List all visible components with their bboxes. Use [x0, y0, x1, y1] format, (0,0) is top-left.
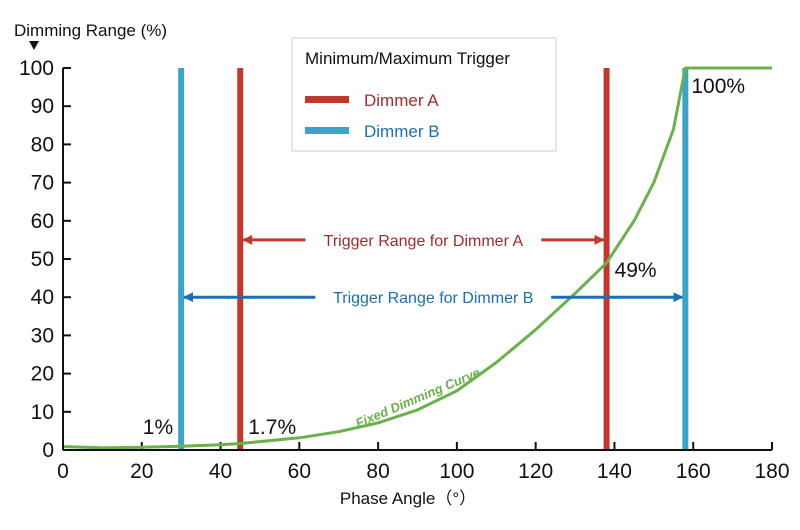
x-tick-label: 180 [754, 460, 789, 483]
trigger-value-label: 1% [143, 416, 173, 439]
legend-label-dimmer-b: Dimmer B [364, 122, 440, 141]
x-tick-label: 100 [439, 460, 474, 483]
trigger-value-label: 1.7% [248, 416, 296, 439]
legend-swatch-dimmer-a [305, 96, 349, 103]
range-label: Trigger Range for Dimmer B [333, 290, 533, 307]
y-tick-label: 90 [31, 95, 54, 118]
range-label: Trigger Range for Dimmer A [324, 233, 524, 250]
y-tick-label: 50 [31, 248, 54, 271]
y-tick-label: 100 [19, 57, 54, 80]
x-tick-label: 140 [597, 460, 632, 483]
legend-swatch-dimmer-b [305, 127, 349, 134]
y-tick-label: 20 [31, 363, 54, 386]
trigger-value-label: 49% [615, 259, 657, 282]
legend: Minimum/Maximum Trigger Dimmer A Dimmer … [291, 37, 557, 152]
x-tick-label: 60 [288, 460, 311, 483]
y-tick-label: 0 [42, 439, 54, 462]
x-axis-title: Phase Angle（°） [340, 489, 476, 508]
legend-title: Minimum/Maximum Trigger [305, 49, 510, 68]
x-tick-label: 0 [57, 460, 69, 483]
x-tick-label: 40 [209, 460, 232, 483]
x-tick-label: 80 [366, 460, 389, 483]
y-axis-down-triangle-icon [29, 41, 39, 50]
y-tick-label: 40 [31, 286, 54, 309]
y-tick-label: 60 [31, 210, 54, 233]
curve-label: Fixed Dimming Curve [353, 365, 482, 431]
legend-label-dimmer-a: Dimmer A [364, 91, 439, 110]
y-axis-title: Dimming Range (%) [14, 21, 167, 40]
fixed-dimming-curve [62, 66, 772, 450]
y-tick-label: 30 [31, 324, 54, 347]
x-tick-label: 120 [518, 460, 553, 483]
y-tick-label: 80 [31, 133, 54, 156]
y-tick-label: 10 [31, 401, 54, 424]
y-tick-label: 70 [31, 172, 54, 195]
trigger-value-label: 100% [691, 75, 745, 98]
x-tick-label: 20 [130, 460, 153, 483]
x-tick-label: 160 [676, 460, 711, 483]
